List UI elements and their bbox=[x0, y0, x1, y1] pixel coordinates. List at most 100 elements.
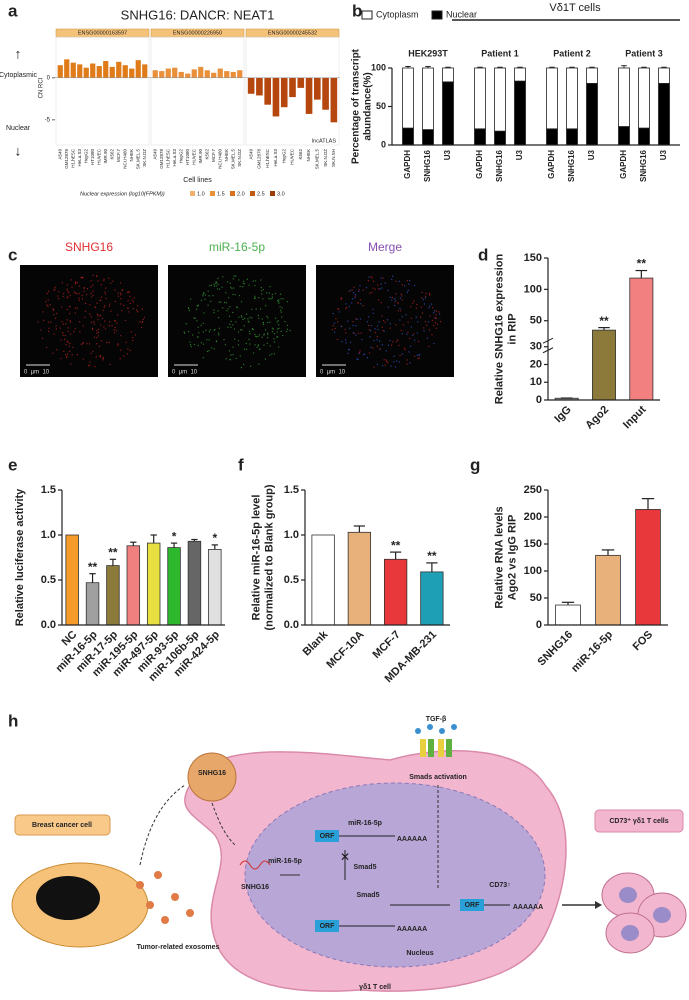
speckle-dot bbox=[276, 300, 279, 302]
speckle-dot bbox=[370, 276, 372, 278]
speckle-dot bbox=[354, 293, 357, 296]
y-tick-label: 150 bbox=[524, 538, 542, 550]
speckle-dot bbox=[395, 324, 397, 326]
speckle-dot bbox=[60, 339, 62, 341]
t-cell-nuclei bbox=[619, 887, 671, 941]
chart-title: SNHG16: DANCR: NEAT1 bbox=[121, 7, 275, 22]
speckle-dot bbox=[278, 302, 280, 304]
speckle-dot bbox=[257, 335, 259, 338]
speckle-dot bbox=[347, 348, 350, 350]
panel-label: b bbox=[352, 1, 362, 20]
speckle-dot bbox=[114, 326, 116, 329]
speckle-dot bbox=[390, 365, 392, 367]
speckle-dot bbox=[79, 331, 81, 333]
error-bar bbox=[561, 601, 575, 606]
speckle-dot bbox=[433, 312, 435, 314]
x-tick-label: HepG2 bbox=[83, 149, 88, 164]
speckle-dot bbox=[407, 321, 409, 323]
legend-label: 1.5 bbox=[217, 191, 225, 197]
bar bbox=[57, 65, 63, 78]
speckle-dot bbox=[88, 343, 91, 345]
speckle-dot bbox=[215, 281, 217, 283]
speckle-dot bbox=[372, 280, 375, 282]
bar bbox=[272, 77, 280, 117]
x-tick-label: Blank bbox=[301, 628, 331, 658]
speckle-dot bbox=[384, 282, 386, 284]
speckle-dot bbox=[282, 334, 284, 337]
speckle-dot bbox=[209, 329, 211, 331]
speckle-dot bbox=[345, 306, 348, 308]
speckle-dot bbox=[410, 326, 413, 328]
speckle-dot bbox=[335, 318, 337, 320]
speckle-dot bbox=[141, 308, 143, 310]
speckle-dot bbox=[399, 307, 401, 310]
x-tick-label: HeLa.S3 bbox=[77, 149, 82, 167]
speckle-dot bbox=[226, 281, 229, 283]
speckle-dot bbox=[89, 313, 91, 315]
speckle-dot bbox=[273, 338, 275, 340]
speckle-dot bbox=[331, 329, 334, 331]
speckle-dot bbox=[257, 314, 260, 317]
speckle-dot bbox=[418, 357, 420, 359]
speckle-dot bbox=[96, 343, 98, 345]
speckle-dot bbox=[276, 331, 278, 333]
speckle-dot bbox=[289, 329, 291, 332]
speckle-dot bbox=[413, 284, 416, 286]
y-tick-label: 0.5 bbox=[41, 574, 56, 586]
speckle-dot bbox=[249, 333, 251, 335]
speckle-dot bbox=[197, 304, 199, 306]
speckle-dot bbox=[206, 350, 209, 352]
cancer-nucleus bbox=[36, 876, 100, 920]
x-tick-label: MCF.7 bbox=[116, 149, 121, 162]
bar bbox=[77, 64, 83, 78]
speckle-dot bbox=[207, 290, 209, 292]
speckle-dot bbox=[371, 277, 373, 279]
x-tick-label: SNHG16 bbox=[567, 149, 576, 182]
orf-box bbox=[315, 830, 339, 842]
speckle-dot bbox=[248, 284, 250, 286]
bar bbox=[280, 77, 288, 108]
speckle-dot bbox=[76, 307, 78, 309]
speckle-dot bbox=[243, 363, 245, 365]
speckle-dot bbox=[440, 320, 442, 323]
speckle-dot bbox=[280, 311, 282, 313]
bar bbox=[347, 531, 372, 626]
speckle-dot bbox=[348, 349, 350, 351]
speckle-dot bbox=[190, 298, 192, 300]
bar bbox=[264, 77, 271, 105]
speckle-dot bbox=[81, 294, 83, 297]
speckle-dot bbox=[66, 340, 68, 342]
speckle-dot bbox=[67, 296, 69, 298]
speckle-dot bbox=[221, 286, 223, 288]
speckle-dot bbox=[236, 306, 238, 308]
speckle-dot bbox=[435, 327, 437, 329]
speckle-dot bbox=[110, 310, 112, 312]
speckle-dot bbox=[358, 351, 361, 354]
y-axis-label: in RIP bbox=[506, 313, 518, 344]
speckle-dot bbox=[408, 283, 410, 285]
bar bbox=[106, 565, 120, 626]
speckle bbox=[183, 275, 291, 369]
speckle-dot bbox=[276, 336, 278, 338]
x-tick-label: SNHG16 bbox=[423, 149, 432, 182]
speckle-dot bbox=[281, 307, 283, 309]
bar-segment bbox=[422, 67, 434, 130]
speckle-dot bbox=[409, 337, 411, 340]
speckle-dot bbox=[353, 292, 355, 294]
speckle-dot bbox=[125, 341, 127, 343]
speckle-dot bbox=[269, 298, 271, 300]
speckle-dot bbox=[381, 344, 383, 346]
x-tick-label: U3 bbox=[587, 149, 596, 160]
speckle-dot bbox=[61, 321, 63, 323]
x-tick-label: Ago2 bbox=[583, 404, 611, 432]
speckle-dot bbox=[62, 295, 64, 297]
speckle-dot bbox=[84, 302, 87, 305]
speckle-dot bbox=[101, 317, 103, 320]
speckle-dot bbox=[99, 356, 101, 358]
x-tick-label: Input bbox=[621, 403, 649, 431]
speckle-dot bbox=[225, 292, 227, 294]
image-title: Merge bbox=[368, 240, 402, 254]
speckle-dot bbox=[183, 331, 185, 333]
speckle-dot bbox=[211, 347, 213, 349]
bar bbox=[103, 61, 109, 78]
